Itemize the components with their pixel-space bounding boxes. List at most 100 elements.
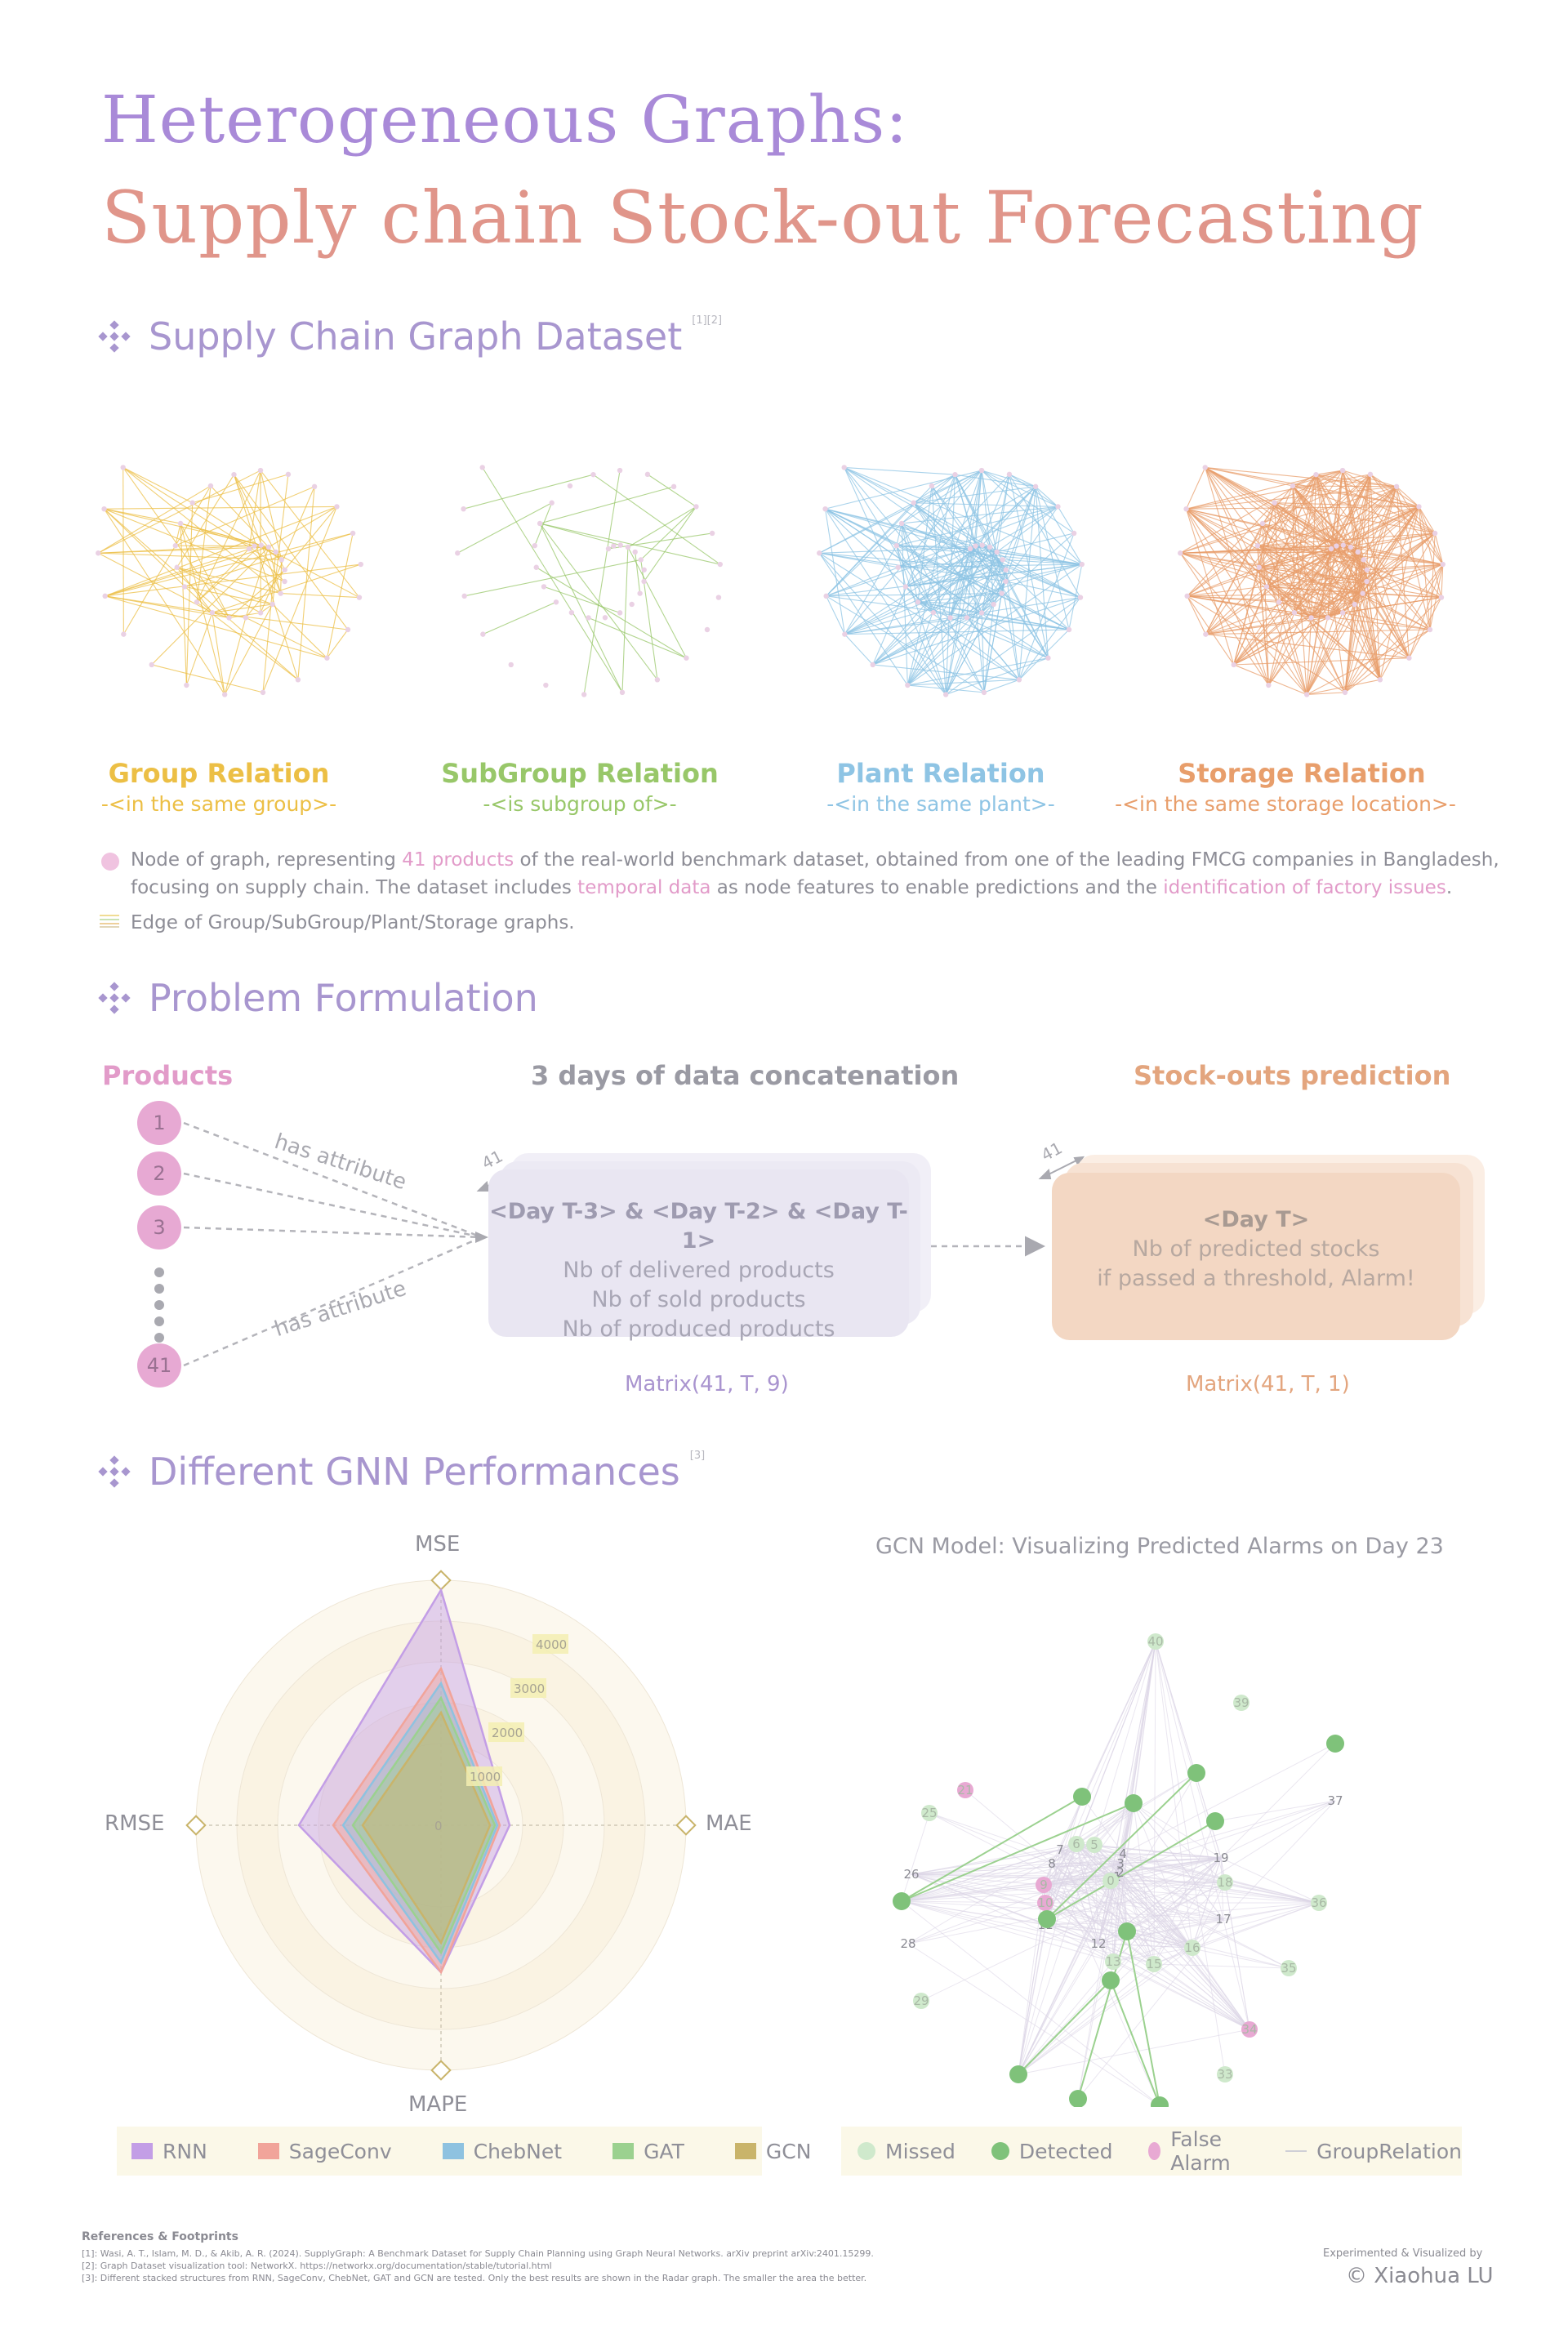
gcn-edge <box>1059 1849 1099 1944</box>
relation-node <box>278 557 284 563</box>
relation-edge <box>1179 552 1269 686</box>
gcn-edge <box>929 1812 1193 1949</box>
relation-edge <box>192 474 289 504</box>
relation-edge <box>1009 474 1081 598</box>
relation-edge <box>872 664 1019 680</box>
gcn-edge <box>1043 1843 1077 1886</box>
radar-axis-marker <box>430 2060 452 2081</box>
relation-edge <box>981 470 1075 534</box>
relation-edge <box>1418 506 1442 598</box>
legend-gat: GAT <box>612 2140 684 2163</box>
main-title-line2: Supply chain Stock-out Forecasting <box>101 176 1424 260</box>
dataset-description: Node of graph, representing 41 products … <box>131 846 1519 902</box>
relation-node <box>644 471 651 478</box>
relation-node <box>541 584 547 590</box>
relation-edge <box>1262 523 1346 693</box>
relation-edge <box>1306 612 1343 695</box>
relation-node <box>278 590 283 596</box>
svg-text:19: 19 <box>1213 1851 1228 1865</box>
relation-edge <box>901 474 956 524</box>
relation-node <box>549 500 555 506</box>
relation-node <box>258 542 264 548</box>
relation-title-storage: Storage Relation <box>1178 758 1426 789</box>
relation-edge <box>1307 692 1346 695</box>
gcn-edge <box>911 1873 1045 1886</box>
relation-title-subgroup: SubGroup Relation <box>441 758 719 789</box>
relation-node <box>1438 595 1445 600</box>
relation-edge <box>1370 474 1444 565</box>
gcn-node <box>893 1892 911 1910</box>
gcn-edge <box>901 1900 1160 2106</box>
relation-edge <box>1294 506 1419 613</box>
relation-edge <box>826 595 985 693</box>
relation-node <box>207 483 214 489</box>
relation-node <box>1348 544 1354 550</box>
relation-edge <box>1257 545 1307 695</box>
gcn-node: 35 <box>1281 1960 1297 1976</box>
relation-edge <box>950 470 982 618</box>
radar-axis-marker <box>185 1815 207 1836</box>
relation-edge <box>1205 466 1358 553</box>
gcn-edge <box>911 1863 1053 1875</box>
gcn-edge <box>1133 1641 1156 1804</box>
relation-node <box>1440 561 1446 568</box>
relation-edge <box>122 467 124 635</box>
prediction-label: Stock-outs prediction <box>1134 1060 1451 1091</box>
relation-node <box>1254 542 1261 549</box>
legend-swatch-gcn <box>734 2143 756 2159</box>
radar-axis-mae: MAE <box>706 1811 752 1836</box>
relation-edge <box>175 523 181 546</box>
gcn-edge <box>901 1876 1118 1902</box>
relation-node <box>964 615 970 621</box>
relation-edge <box>463 474 594 510</box>
relation-edge <box>818 552 947 695</box>
legend-sageconv: SageConv <box>257 2140 392 2163</box>
relation-node <box>350 530 356 537</box>
radar-axis-marker <box>675 1815 697 1836</box>
relation-node <box>952 471 958 478</box>
relation-edge <box>260 470 360 598</box>
relation-edge <box>826 595 1070 630</box>
relation-edge <box>1418 506 1436 534</box>
relation-node <box>295 677 301 683</box>
svg-text:35: 35 <box>1281 1961 1296 1976</box>
relation-node <box>102 593 108 599</box>
relation-node <box>257 610 264 616</box>
gcn-edge <box>1045 1918 1224 1926</box>
relation-edge <box>1068 564 1083 630</box>
relation-edge <box>1370 474 1381 680</box>
gcn-edge <box>1155 1641 1226 2075</box>
legend-label-missed: Missed <box>885 2139 956 2163</box>
relation-edge <box>104 506 337 510</box>
relation-node <box>172 542 179 549</box>
relation-node <box>356 595 363 600</box>
legend-false-alarm: False Alarm <box>1148 2127 1250 2175</box>
relation-edge <box>543 586 621 613</box>
relation-edge <box>482 467 623 693</box>
radar-tick-4000: 4000 <box>532 1634 568 1654</box>
relation-edge <box>981 470 1036 488</box>
relation-node <box>1355 549 1361 555</box>
relation-subtitle-storage: -<in the same storage location>- <box>1115 792 1456 816</box>
relation-edge <box>1315 474 1346 693</box>
gcn-node: 36 <box>1311 1895 1327 1911</box>
gcn-node: 19 <box>1213 1851 1228 1865</box>
legend-label-grouprelation: GroupRelation <box>1316 2139 1462 2163</box>
relation-node <box>893 542 900 549</box>
relation-edge <box>326 629 349 659</box>
relation-edge <box>1434 532 1444 565</box>
relation-node <box>246 546 252 552</box>
relation-edge <box>955 474 1036 488</box>
relation-edge <box>1379 564 1444 680</box>
gcn-node: 18 <box>1217 1874 1233 1891</box>
relation-edge <box>175 486 315 546</box>
relation-edge <box>280 593 359 599</box>
gcn-edge <box>1220 1857 1320 1904</box>
relation-node <box>1003 567 1009 572</box>
relation-edge <box>898 564 1082 568</box>
radar-legend: RNN SageConv ChebNet GAT GCN <box>117 2127 811 2176</box>
relation-node <box>282 567 287 572</box>
radar-tick-0: 0 <box>434 1819 443 1833</box>
relation-node <box>174 564 180 570</box>
gcn-node: 33 <box>1217 2066 1233 2082</box>
